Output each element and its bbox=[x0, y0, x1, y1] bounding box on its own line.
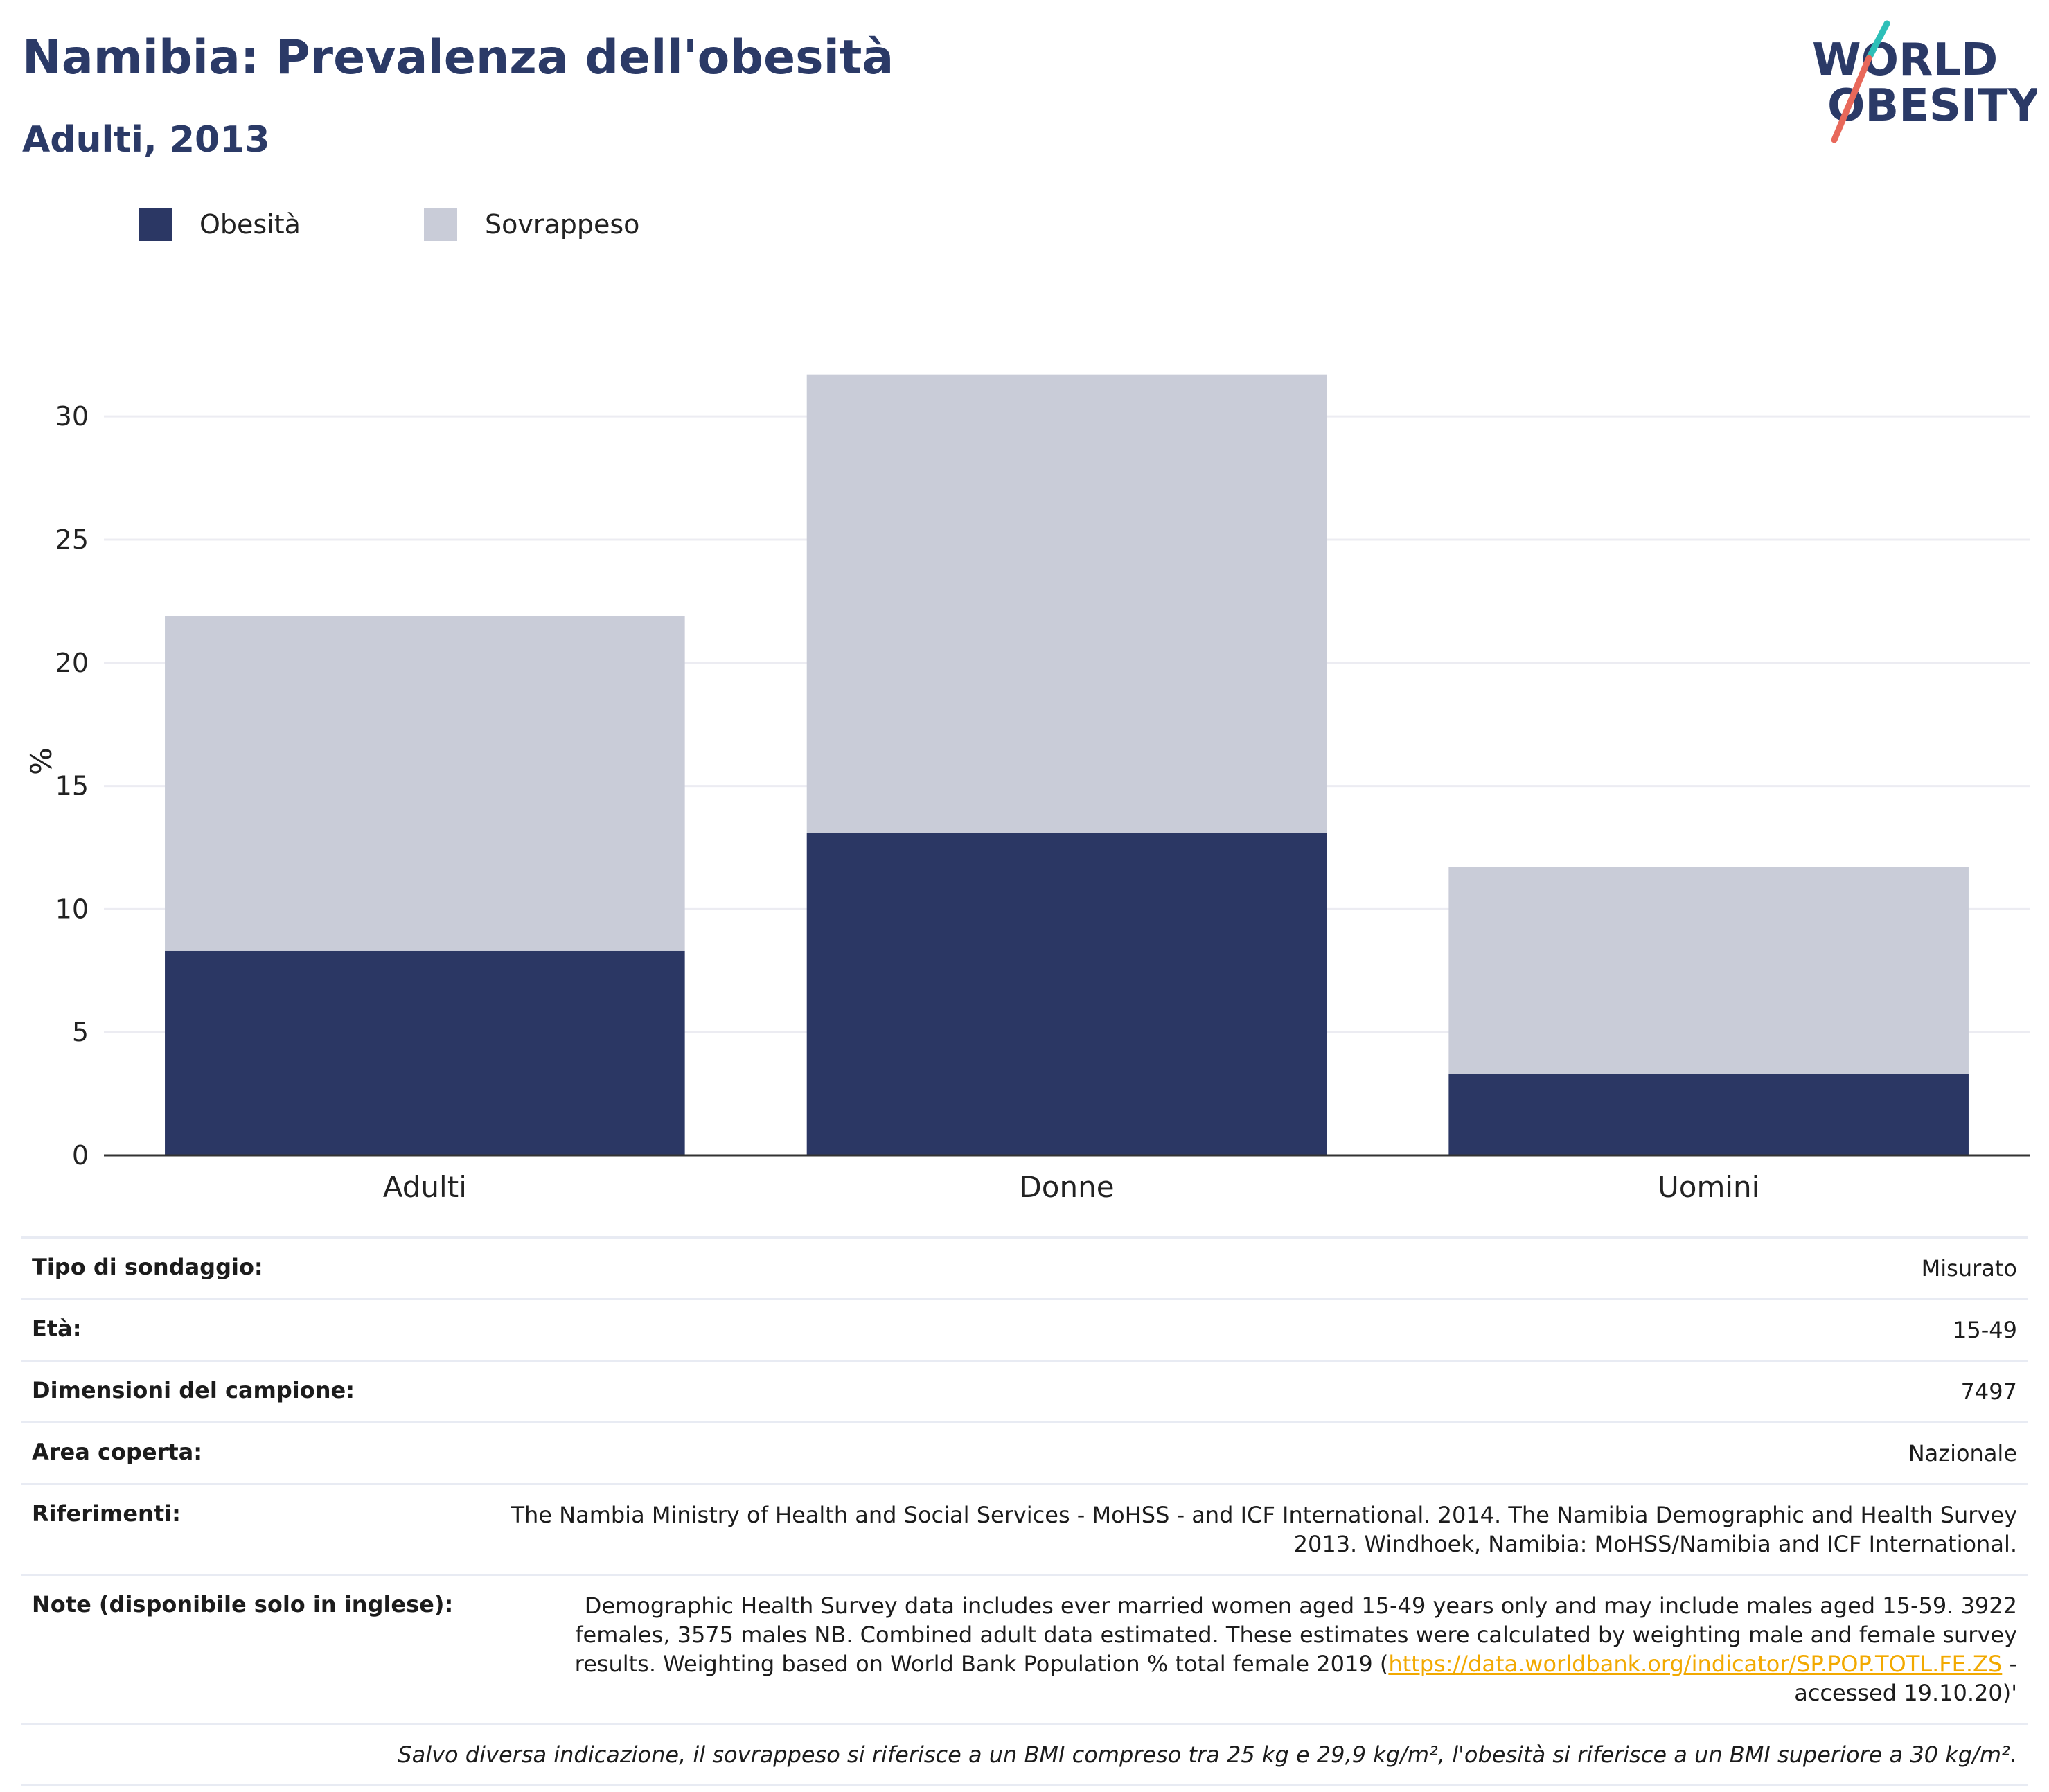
footnote: Salvo diversa indicazione, il sovrappeso… bbox=[21, 1723, 2028, 1786]
info-value: 15-49 bbox=[1953, 1317, 2017, 1343]
info-value: Nazionale bbox=[1908, 1440, 2017, 1466]
bar-obesity bbox=[1448, 1074, 1969, 1155]
chart-subtitle: Adulti, 2013 bbox=[22, 119, 270, 161]
world-obesity-logo: WORLD OBESITY bbox=[1812, 20, 2037, 143]
legend-overweight[interactable]: Sovrappeso bbox=[424, 206, 639, 242]
info-table: Tipo di sondaggio: Misurato Età: 15-49 D… bbox=[21, 1236, 2028, 1786]
y-axis-label: % bbox=[24, 747, 58, 775]
info-row-area: Area coperta: Nazionale bbox=[21, 1421, 2028, 1483]
y-tick-label: 15 bbox=[55, 771, 89, 801]
info-row-sample-size: Dimensioni del campione: 7497 bbox=[21, 1360, 2028, 1421]
info-row-survey-type: Tipo di sondaggio: Misurato bbox=[21, 1236, 2028, 1298]
info-value: Demographic Health Survey data includes … bbox=[493, 1591, 2017, 1707]
legend-obesity-label: Obesità bbox=[199, 209, 301, 240]
info-row-notes: Note (disponibile solo in inglese): Demo… bbox=[21, 1574, 2028, 1723]
logo-line2: OBESITY bbox=[1827, 80, 2037, 132]
legend-overweight-label: Sovrappeso bbox=[485, 209, 640, 240]
info-value: Misurato bbox=[1921, 1255, 2017, 1281]
y-tick-label: 10 bbox=[55, 894, 89, 924]
info-key: Età: bbox=[32, 1315, 82, 1342]
legend-obesity-swatch bbox=[139, 208, 172, 241]
legend-overweight-swatch bbox=[424, 208, 457, 241]
x-tick-label: Uomini bbox=[1658, 1170, 1759, 1204]
logo-line1: WORLD bbox=[1812, 35, 1998, 86]
notes-text-end: - accessed 19.10.20)' bbox=[1794, 1651, 2017, 1706]
y-tick-label: 25 bbox=[55, 524, 89, 555]
bar-overweight bbox=[165, 616, 685, 951]
legend-obesity[interactable]: Obesità bbox=[139, 206, 301, 242]
x-tick-label: Adulti bbox=[383, 1170, 467, 1204]
bar-overweight bbox=[1448, 867, 1969, 1074]
x-tick-label: Donne bbox=[1019, 1170, 1114, 1204]
info-key: Riferimenti: bbox=[32, 1500, 181, 1527]
bar-chart: 0 5 10 15 20 25 30% Adulti Donne Uomini bbox=[24, 374, 2030, 1204]
bar-obesity bbox=[165, 950, 685, 1155]
chart-title: Namibia: Prevalenza dell'obesità bbox=[22, 30, 894, 85]
y-tick-label: 20 bbox=[55, 648, 89, 678]
info-value: 7497 bbox=[1960, 1378, 2017, 1405]
y-tick-label: 5 bbox=[72, 1017, 89, 1047]
notes-text: Demographic Health Survey data includes … bbox=[574, 1593, 2017, 1677]
bar-obesity bbox=[806, 833, 1327, 1155]
y-tick-label: 0 bbox=[72, 1140, 89, 1171]
info-row-references: Riferimenti: The Nambia Ministry of Heal… bbox=[21, 1483, 2028, 1574]
bar-overweight bbox=[806, 374, 1327, 833]
y-tick-label: 30 bbox=[55, 401, 89, 432]
info-key: Note (disponibile solo in inglese): bbox=[32, 1591, 454, 1617]
info-value: The Nambia Ministry of Health and Social… bbox=[511, 1502, 2017, 1557]
notes-link[interactable]: https://data.worldbank.org/indicator/SP.… bbox=[1388, 1651, 2003, 1677]
info-row-age: Età: 15-49 bbox=[21, 1298, 2028, 1360]
info-key: Tipo di sondaggio: bbox=[32, 1254, 263, 1280]
info-key: Area coperta: bbox=[32, 1439, 203, 1465]
info-key: Dimensioni del campione: bbox=[32, 1377, 355, 1403]
